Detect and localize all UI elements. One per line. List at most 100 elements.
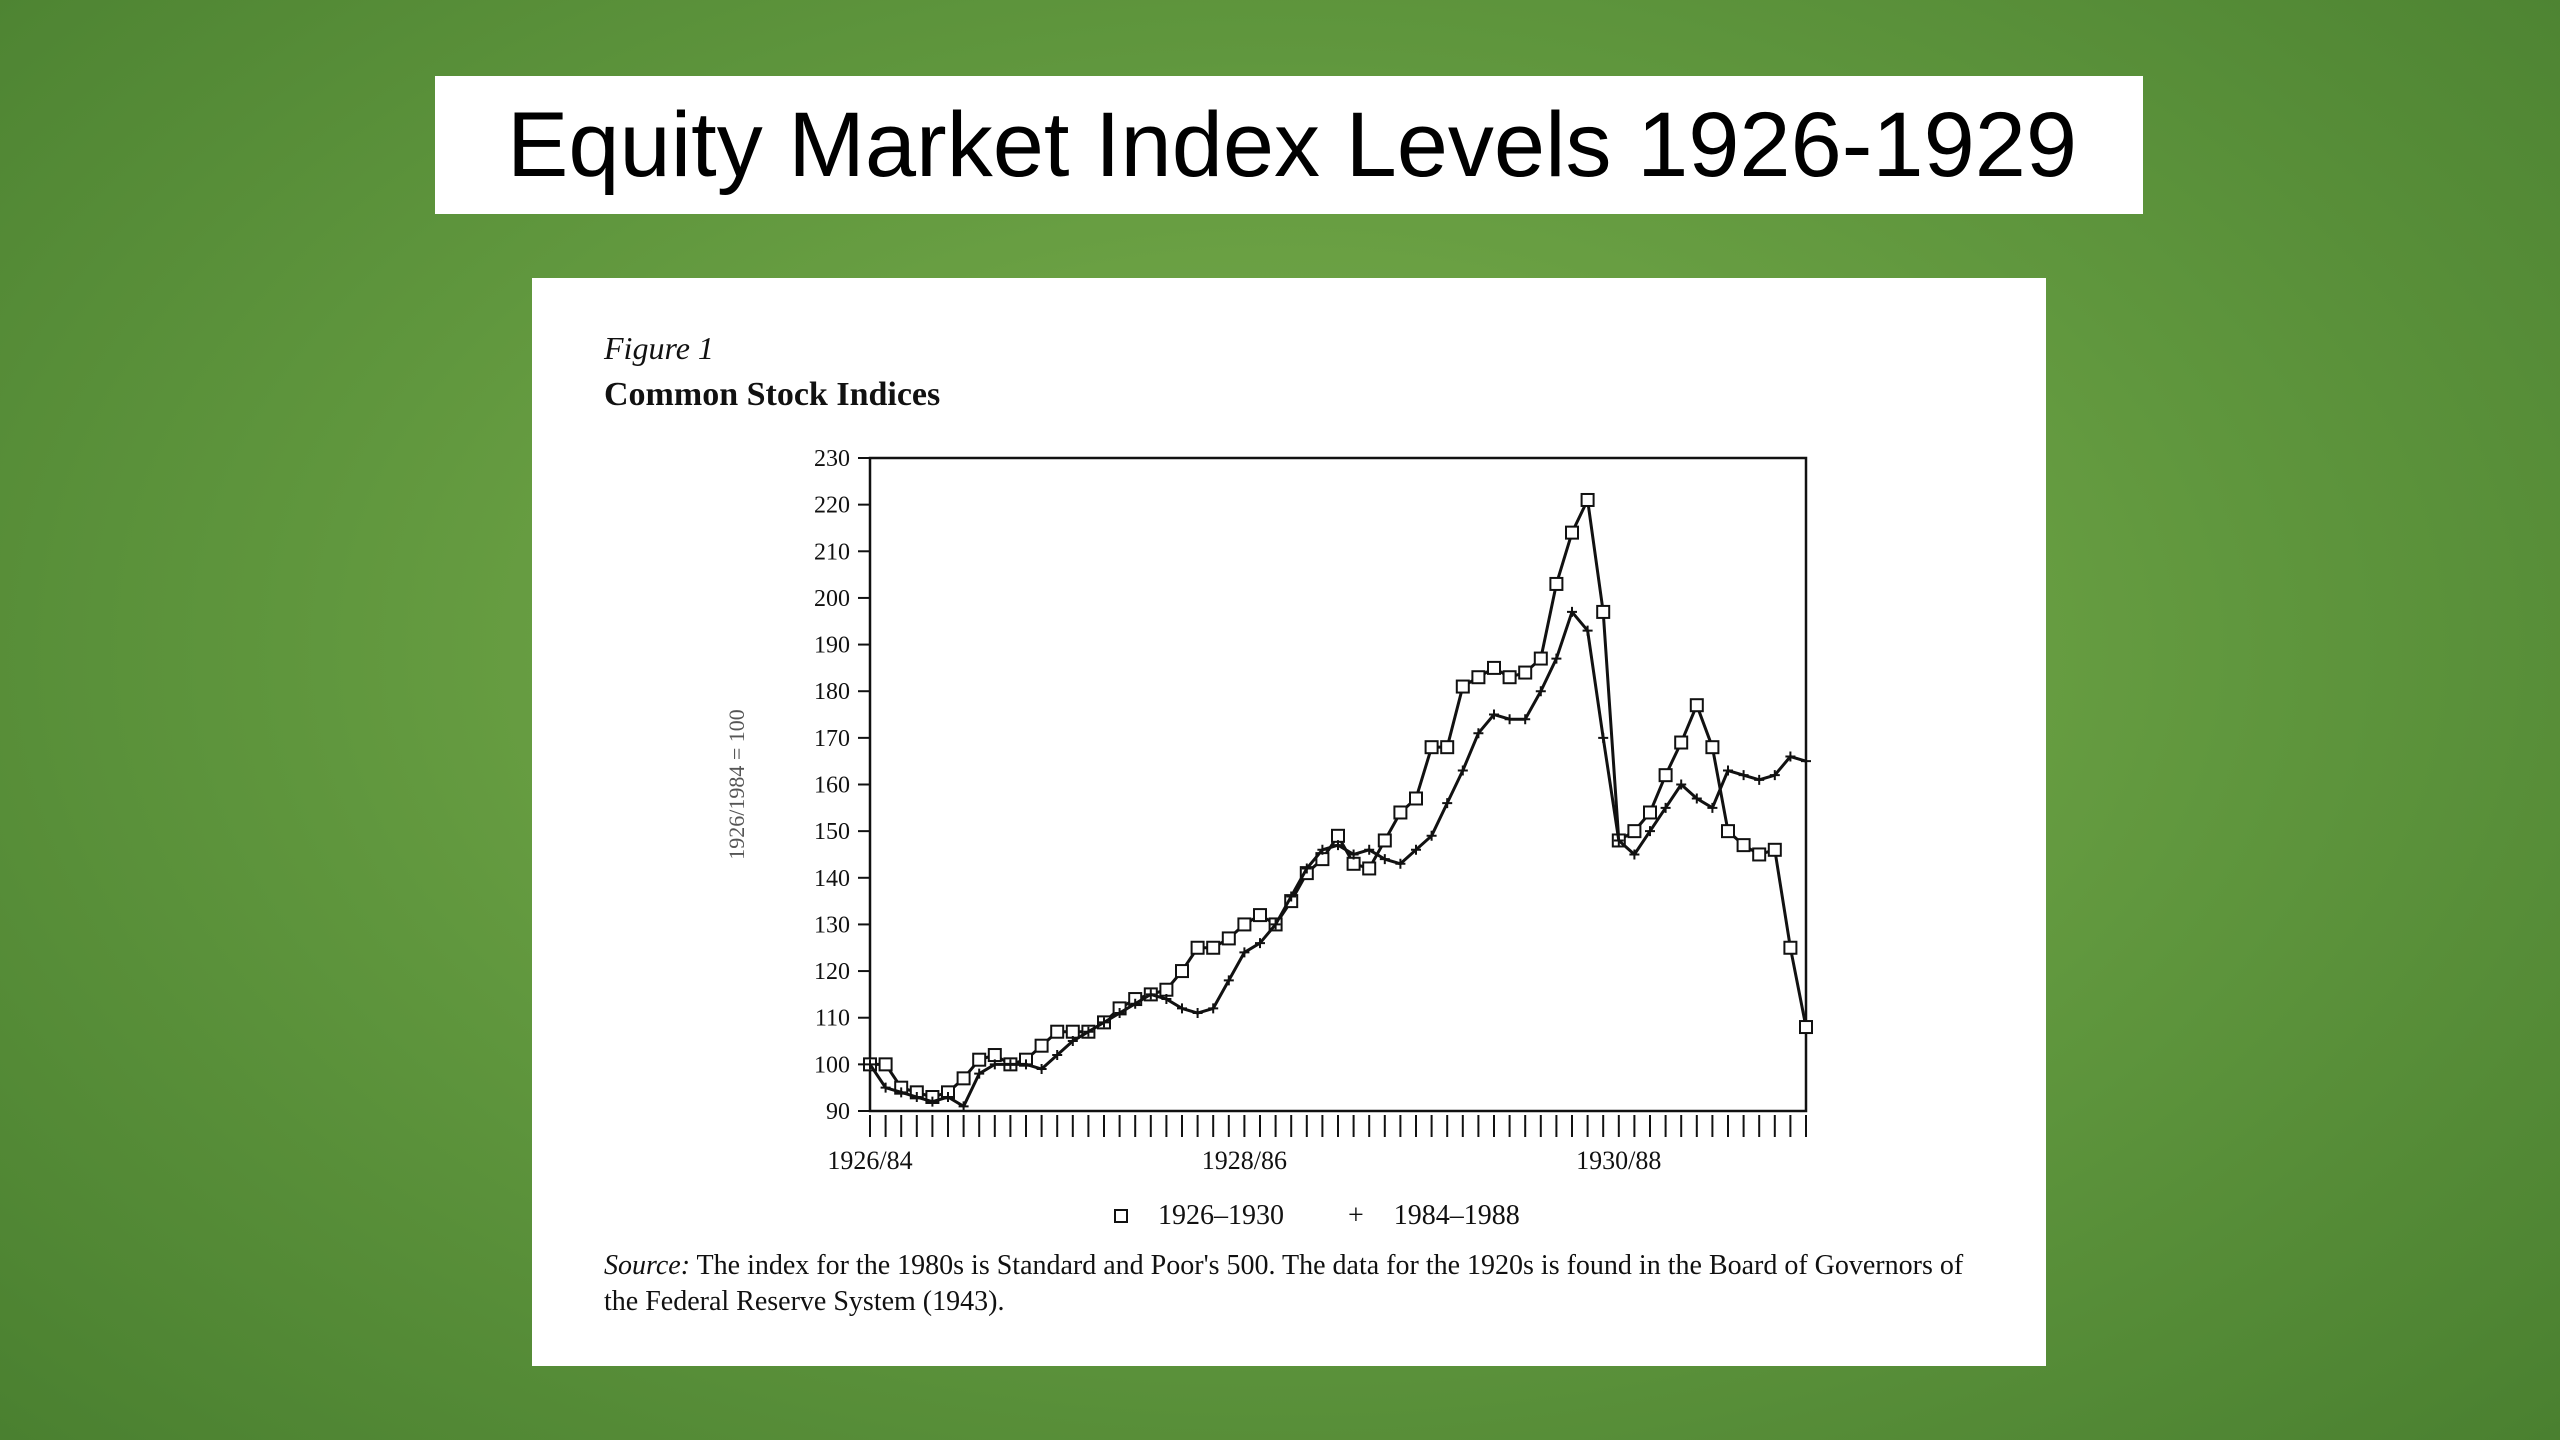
plot-frame (868, 456, 1808, 1113)
data-point-1984-1988 (1442, 798, 1453, 809)
data-point-1926-1930 (1689, 698, 1704, 713)
data-point-1926-1930 (1502, 670, 1517, 685)
data-point-1984-1988 (1660, 802, 1671, 813)
y-tick-label-110: 110 (815, 1006, 850, 1032)
data-point-1926-1930 (1065, 1024, 1080, 1039)
data-point-1926-1930 (1533, 651, 1548, 666)
data-point-1984-1988 (1036, 1064, 1047, 1075)
y-axis-label: 1926/1984 = 100 (724, 709, 749, 860)
data-point-1984-1988 (1645, 826, 1655, 837)
data-point-1984-1988 (1738, 770, 1749, 781)
y-tick-label-160: 160 (814, 773, 850, 799)
data-point-1926-1930 (1471, 670, 1486, 685)
data-point-1926-1930 (878, 1057, 893, 1072)
plus-marker-icon: + (1348, 1200, 1364, 1231)
data-point-1984-1988 (1613, 835, 1624, 846)
data-point-1984-1988 (1551, 653, 1562, 664)
legend-item-1926-1930: 1926–1930 (1114, 1200, 1284, 1232)
data-point-1984-1988 (1067, 1036, 1078, 1047)
y-tick-label-100: 100 (814, 1052, 850, 1078)
legend-label-1926-1930: 1926–1930 (1158, 1200, 1284, 1231)
data-point-1984-1988 (1364, 844, 1375, 855)
data-point-1984-1988 (1005, 1059, 1016, 1070)
data-point-1926-1930 (1440, 740, 1455, 755)
data-point-1926-1930 (1455, 679, 1470, 694)
data-point-1984-1988 (896, 1087, 907, 1098)
source-label: Source: (604, 1250, 691, 1281)
data-point-1984-1988 (1426, 830, 1437, 841)
legend-item-1984-1988: + 1984–1988 (1348, 1200, 1520, 1232)
data-point-1926-1930 (1658, 768, 1673, 783)
data-point-1984-1988 (880, 1082, 891, 1093)
data-point-1926-1930 (1674, 735, 1689, 750)
data-point-1984-1988 (1457, 765, 1468, 776)
y-tick-label-210: 210 (814, 539, 850, 565)
data-point-1984-1988 (943, 1092, 953, 1103)
data-point-1984-1988 (1223, 975, 1234, 986)
data-point-1926-1930 (1721, 824, 1735, 839)
data-point-1984-1988 (1785, 751, 1796, 762)
data-point-1984-1988 (1411, 844, 1421, 855)
data-point-1984-1988 (1208, 1003, 1219, 1014)
data-point-1984-1988 (1333, 840, 1343, 851)
data-point-1984-1988 (1395, 858, 1406, 869)
data-point-1926-1930 (1393, 805, 1408, 820)
y-tick-label-190: 190 (814, 633, 850, 659)
data-point-1984-1988 (1598, 732, 1609, 743)
data-point-1926-1930 (1050, 1024, 1065, 1039)
data-point-1926-1930 (972, 1052, 987, 1067)
y-tick-label-90: 90 (826, 1099, 850, 1125)
series-line-1984-1988 (868, 610, 1807, 1108)
data-point-1984-1988 (1504, 714, 1515, 725)
data-point-1926-1930 (1565, 525, 1579, 540)
data-point-1984-1988 (1707, 802, 1718, 813)
data-point-1926-1930 (1487, 660, 1501, 675)
chart-legend: 1926–1930 + 1984–1988 (1114, 1196, 1584, 1236)
figure-panel: Figure 1 Common Stock Indices 90 100 110 12… (532, 278, 2046, 1366)
data-point-1984-1988 (1270, 919, 1281, 930)
data-point-1984-1988 (1520, 714, 1531, 725)
data-point-1984-1988 (1114, 1008, 1125, 1019)
data-point-1984-1988 (1021, 1059, 1031, 1070)
data-point-1984-1988 (1691, 793, 1702, 804)
data-point-1984-1988 (1723, 765, 1733, 776)
data-point-1984-1988 (1192, 1008, 1203, 1019)
data-point-1926-1930 (1175, 964, 1189, 979)
data-point-1926-1930 (1643, 805, 1657, 820)
data-point-1926-1930 (956, 1071, 971, 1086)
data-point-1984-1988 (1582, 625, 1593, 636)
y-tick-label-200: 200 (814, 586, 850, 612)
data-point-1926-1930 (1767, 842, 1782, 857)
data-point-1984-1988 (1301, 863, 1312, 874)
data-point-1984-1988 (974, 1068, 985, 1079)
data-point-1984-1988 (989, 1059, 1000, 1070)
data-point-1926-1930 (1190, 940, 1205, 955)
data-point-1984-1988 (1379, 854, 1390, 865)
data-point-1984-1988 (1052, 1050, 1063, 1061)
data-point-1926-1930 (1752, 847, 1767, 862)
data-point-1926-1930 (1206, 940, 1221, 955)
data-point-1984-1988 (1161, 994, 1172, 1005)
data-point-1984-1988 (1769, 770, 1780, 781)
y-tick-label-220: 220 (814, 493, 850, 519)
figure-title: Common Stock Indices (604, 376, 941, 413)
y-tick-label-150: 150 (814, 819, 850, 845)
y-tick-label-140: 140 (814, 866, 850, 892)
data-point-1926-1930 (1159, 982, 1174, 997)
data-point-1984-1988 (1255, 938, 1265, 949)
data-point-1984-1988 (1489, 709, 1499, 720)
legend-label-1984-1988: 1984–1988 (1393, 1200, 1520, 1231)
data-point-1984-1988 (1754, 774, 1765, 785)
data-point-1926-1930 (1034, 1038, 1049, 1053)
slide-title: Equity Market Index Levels 1926-1929 (507, 94, 2078, 196)
data-point-1926-1930 (1237, 917, 1252, 932)
data-point-1926-1930 (987, 1048, 1002, 1063)
data-point-1984-1988 (927, 1096, 938, 1107)
data-point-1984-1988 (1177, 1003, 1187, 1014)
figure-label: Figure 1 (604, 330, 714, 366)
data-point-1984-1988 (911, 1092, 922, 1103)
data-point-1926-1930 (1346, 856, 1361, 871)
data-point-1984-1988 (1676, 779, 1687, 790)
data-point-1984-1988 (1083, 1026, 1094, 1037)
data-point-1926-1930 (1409, 791, 1423, 806)
